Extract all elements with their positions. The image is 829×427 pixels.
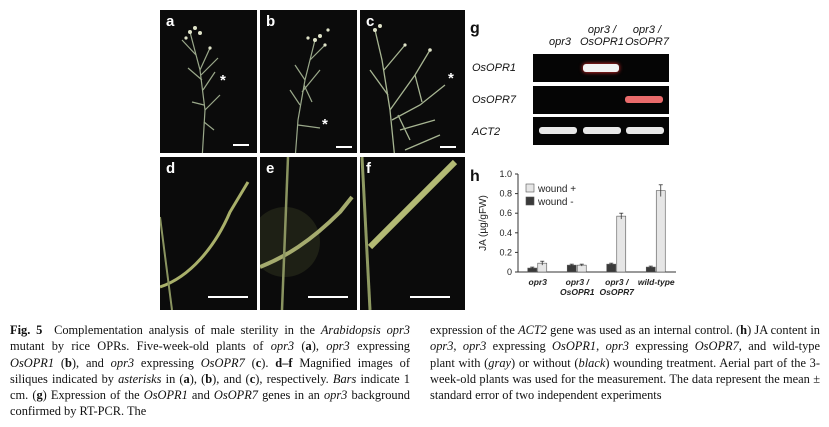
gel-band	[626, 127, 664, 134]
panel-label-g: g	[470, 20, 480, 37]
y-tick-label: 0.4	[499, 228, 512, 238]
plant-image-a	[181, 26, 221, 153]
y-tick-label: 0.8	[499, 189, 512, 199]
photo-panel-a: a *	[160, 10, 257, 153]
panel-label-h: h	[470, 168, 480, 185]
y-tick-label: 0	[507, 267, 512, 277]
x-tick-label: opr3	[529, 277, 548, 287]
asterisk-b: *	[322, 116, 328, 133]
gel-strip-act2	[533, 117, 669, 145]
caption-text-left: Complementation analysis of male sterili…	[10, 323, 411, 419]
panel-label-b: b	[266, 13, 276, 30]
caption-text-right: expression of the ACT2 gene was used as …	[430, 323, 820, 403]
gel-band	[625, 96, 663, 103]
y-tick-label: 0.2	[499, 247, 512, 257]
y-tick-label: 1.0	[499, 169, 512, 179]
asterisk-c: *	[448, 70, 454, 87]
panel-label-d: d	[166, 160, 176, 177]
bar	[616, 215, 627, 273]
bar	[606, 263, 617, 273]
x-tick-label: opr3 /	[566, 277, 591, 287]
scale-bar-f	[410, 296, 450, 298]
plant-image-c	[369, 24, 446, 153]
panel-label-f: f	[366, 160, 371, 177]
silique-image-e	[260, 157, 354, 310]
photo-panel-f: f	[360, 157, 465, 310]
panel-label-a: a	[166, 13, 175, 30]
gel-strip-osopr1	[533, 54, 669, 82]
caption-left-column: Fig. 5 Complementation analysis of male …	[10, 322, 410, 420]
gel-band	[539, 127, 577, 134]
gel-gene-label-act2: ACT2	[472, 126, 501, 138]
gel-lane-header-3: opr3 / OsOPR7	[624, 24, 669, 48]
y-axis-label: JA (µg/gFW)	[478, 195, 489, 251]
scale-bar-a	[233, 144, 249, 146]
asterisk-a: *	[220, 72, 226, 89]
gel-gene-label-osopr7: OsOPR7	[472, 94, 517, 106]
y-tick-label: 0.6	[499, 208, 512, 218]
x-tick-label: OsOPR7	[600, 287, 636, 297]
gel-lane-header-2: opr3 / OsOPR1	[579, 24, 624, 48]
photo-panel-c: c *	[360, 10, 465, 153]
photo-panel-d: d	[160, 157, 257, 310]
ja-bar-chart: 00.20.40.60.81.0JA (µg/gFW)opr3 opr3 /OsO…	[478, 169, 676, 297]
gel-band	[583, 127, 621, 134]
panel-label-c: c	[366, 13, 375, 30]
gel-lane-header-1: opr3	[548, 36, 572, 48]
bar	[576, 264, 587, 273]
legend-swatch	[525, 183, 535, 193]
caption-right-column: expression of the ACT2 gene was used as …	[430, 322, 820, 403]
legend-label: wound -	[537, 197, 574, 208]
legend-swatch	[525, 196, 535, 206]
legend-label: wound +	[537, 184, 576, 195]
silique-image-d	[160, 181, 250, 310]
scale-bar-c	[440, 146, 456, 148]
photo-panel-b: b *	[260, 10, 357, 153]
figure-number: Fig. 5	[10, 323, 43, 337]
scale-bar-d	[208, 296, 248, 298]
gel-gene-label-osopr1: OsOPR1	[472, 62, 517, 74]
gel-band	[583, 64, 619, 72]
x-tick-label: opr3 /	[605, 277, 630, 287]
silique-image-f	[360, 157, 458, 310]
photo-panel-e: e	[260, 157, 357, 310]
x-tick-label: OsOPR1	[560, 287, 595, 297]
bar	[566, 264, 577, 273]
scale-bar-e	[308, 296, 348, 298]
x-tick-label: wild-type	[638, 277, 675, 287]
panel-label-e: e	[266, 160, 275, 177]
bar	[655, 190, 666, 273]
plant-image-b	[289, 28, 330, 153]
scale-bar-b	[336, 146, 352, 148]
gel-strip-osopr7	[533, 86, 669, 114]
